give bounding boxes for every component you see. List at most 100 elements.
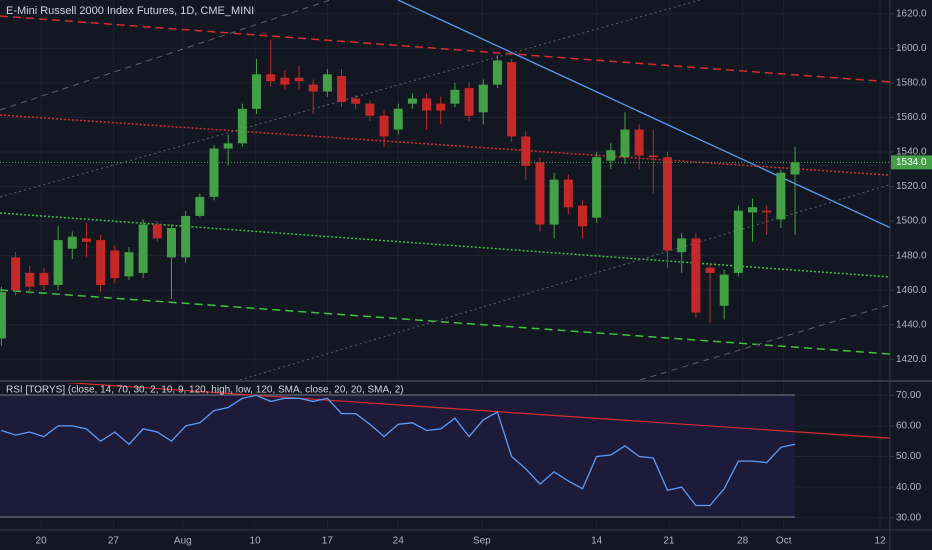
candle-body bbox=[776, 172, 786, 220]
channel-line bbox=[239, 184, 890, 380]
y-tick-label: 50.00 bbox=[896, 451, 921, 462]
candle-body bbox=[25, 272, 35, 287]
candle-body bbox=[535, 162, 545, 225]
chart-title: E-Mini Russell 2000 Index Futures, 1D, C… bbox=[6, 5, 254, 17]
y-tick-label: 1580.0 bbox=[896, 78, 927, 89]
candle-body bbox=[166, 228, 176, 258]
channel-line bbox=[0, 0, 331, 111]
candle-body bbox=[294, 77, 304, 82]
x-tick-label: 28 bbox=[737, 536, 749, 547]
candle-body bbox=[181, 215, 191, 258]
candle-body bbox=[252, 74, 262, 109]
candle-body bbox=[39, 272, 49, 285]
y-tick-label: 40.00 bbox=[896, 482, 921, 493]
y-tick-label: 1500.0 bbox=[896, 216, 927, 227]
candle-body bbox=[648, 155, 658, 158]
candle-body bbox=[322, 74, 332, 92]
x-tick-label: Sep bbox=[473, 536, 491, 547]
candle-body bbox=[407, 98, 417, 104]
marks bbox=[0, 39, 890, 507]
x-tick-label: Oct bbox=[776, 536, 792, 547]
candle-body bbox=[592, 157, 602, 218]
candle-body bbox=[492, 60, 502, 85]
y-tick-label: 1540.0 bbox=[896, 147, 927, 158]
candle-body bbox=[436, 103, 446, 111]
candle-body bbox=[308, 84, 318, 92]
x-tick-label: 14 bbox=[591, 536, 603, 547]
candle-body bbox=[53, 240, 63, 285]
candle-body bbox=[464, 88, 474, 116]
x-tick-label: 12 bbox=[875, 536, 887, 547]
candle-body bbox=[195, 196, 205, 216]
candle-body bbox=[691, 238, 701, 313]
candle-body bbox=[337, 76, 347, 102]
rsi-line bbox=[1, 394, 796, 507]
x-tick-label: Aug bbox=[174, 536, 192, 547]
candle-body bbox=[152, 224, 162, 239]
candle-body bbox=[0, 291, 6, 339]
x-tick-label: 20 bbox=[36, 536, 48, 547]
candle-body bbox=[663, 157, 672, 251]
last-price-tag bbox=[891, 155, 932, 170]
candle-body bbox=[393, 108, 403, 130]
candle-body bbox=[634, 129, 644, 156]
candle-body bbox=[209, 148, 219, 197]
candle-body bbox=[606, 150, 616, 161]
candle-body bbox=[577, 205, 587, 227]
candle-body bbox=[379, 115, 389, 137]
trend-line bbox=[397, 0, 890, 229]
x-tick-label: 24 bbox=[393, 536, 405, 547]
y-tick-label: 1560.0 bbox=[896, 112, 927, 123]
candle-body bbox=[478, 84, 488, 113]
candle-body bbox=[677, 238, 687, 253]
candle-body bbox=[81, 238, 91, 242]
rsi-drawings bbox=[65, 383, 890, 439]
y-tick-label: 60.00 bbox=[896, 421, 921, 432]
drawings bbox=[0, 0, 890, 380]
candle-body bbox=[748, 207, 758, 213]
x-tick-label: 21 bbox=[663, 536, 675, 547]
x-tick-label: 17 bbox=[322, 536, 334, 547]
rsi-band bbox=[0, 395, 795, 517]
x-tick-label: 10 bbox=[250, 536, 262, 547]
candle-body bbox=[762, 210, 772, 213]
candle-body bbox=[563, 179, 573, 208]
y-tick-label: 70.00 bbox=[896, 390, 921, 401]
candle-body bbox=[620, 129, 630, 158]
rsi-trend-line bbox=[65, 383, 890, 439]
last-price-label: 1534.0 bbox=[896, 157, 927, 168]
candle-body bbox=[237, 108, 247, 144]
candle-body bbox=[705, 267, 715, 273]
candle-body bbox=[110, 250, 120, 279]
channel-line bbox=[639, 304, 890, 380]
y-tick-label: 30.00 bbox=[896, 512, 921, 523]
candle-body bbox=[266, 74, 276, 82]
rsi-title: RSI [TORYS] (close, 14, 70, 30, 2, 10, 9… bbox=[6, 385, 404, 396]
x-tick-label: 27 bbox=[108, 536, 120, 547]
candle-body bbox=[790, 162, 800, 175]
y-tick-label: 1420.0 bbox=[896, 354, 927, 365]
channel-line bbox=[0, 0, 701, 198]
candle-body bbox=[422, 98, 432, 111]
y-tick-label: 1520.0 bbox=[896, 181, 927, 192]
candle-body bbox=[507, 62, 517, 137]
y-tick-label: 1460.0 bbox=[896, 285, 927, 296]
candle-body bbox=[549, 179, 559, 225]
y-tick-label: 1440.0 bbox=[896, 319, 927, 330]
candle-body bbox=[450, 89, 460, 104]
candle-body bbox=[67, 236, 77, 249]
candle-body bbox=[96, 240, 106, 285]
candle-body bbox=[138, 224, 148, 273]
candle-body bbox=[351, 98, 361, 104]
candle-body bbox=[719, 274, 729, 306]
candle-body bbox=[223, 143, 233, 149]
y-tick-label: 1620.0 bbox=[896, 8, 927, 19]
candle-body bbox=[124, 252, 134, 277]
candle-body bbox=[280, 77, 290, 85]
y-tick-label: 1600.0 bbox=[896, 43, 927, 54]
y-tick-label: 1480.0 bbox=[896, 250, 927, 261]
candle-body bbox=[521, 136, 531, 166]
candle-body bbox=[11, 257, 21, 291]
